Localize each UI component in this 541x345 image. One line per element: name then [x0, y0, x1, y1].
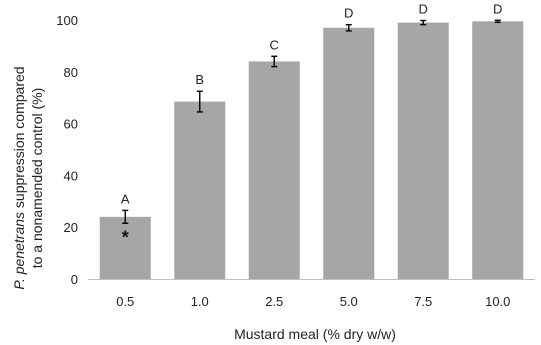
- svg-text:P. penetrans suppression compa: P. penetrans suppression compared: [11, 66, 27, 289]
- x-tick-label: 10.0: [485, 294, 510, 309]
- bars: A B C D D D *: [99, 1, 524, 280]
- error-bar: [345, 23, 352, 32]
- x-tick-label: 0.5: [116, 294, 134, 309]
- x-tick-label: 2.5: [265, 294, 283, 309]
- bar: [248, 61, 300, 279]
- bar: [472, 21, 524, 279]
- bar: [323, 27, 375, 279]
- bar: [174, 101, 226, 280]
- y-tick-label: 60: [64, 117, 78, 132]
- x-tick-label: 7.5: [414, 294, 432, 309]
- significance-letter: B: [195, 72, 204, 87]
- significance-letter: C: [270, 37, 279, 52]
- error-bar: [271, 55, 278, 68]
- significance-letter: D: [419, 2, 428, 17]
- significance-letter: D: [344, 6, 353, 21]
- error-bar: [420, 19, 427, 26]
- y-axis-label-line2: to a nonamended control (%): [29, 88, 45, 269]
- y-axis-label: P. penetrans suppression compared to a n…: [11, 66, 45, 289]
- y-tick-label: 100: [56, 13, 78, 28]
- x-axis-ticks: 0.5 1.0 2.5 5.0 7.5 10.0: [116, 294, 510, 309]
- error-bar: [122, 209, 129, 225]
- y-axis-ticks: 0 20 40 60 80 100: [56, 13, 78, 287]
- bar: [99, 216, 151, 279]
- y-tick-label: 40: [64, 168, 78, 183]
- y-axis-label-rest: suppression compared: [11, 66, 27, 212]
- error-bar: [494, 19, 501, 24]
- significance-letter: D: [493, 1, 502, 16]
- y-tick-label: 20: [64, 220, 78, 235]
- y-tick-label: 0: [71, 272, 78, 287]
- x-axis-label: Mustard meal (% dry w/w): [234, 326, 396, 342]
- x-tick-label: 5.0: [340, 294, 358, 309]
- significance-asterisk: *: [122, 227, 129, 247]
- bar: [397, 22, 449, 280]
- error-bar: [196, 90, 203, 113]
- x-tick-label: 1.0: [191, 294, 209, 309]
- y-axis-label-italic: P. penetrans: [11, 212, 27, 290]
- y-tick-label: 80: [64, 65, 78, 80]
- significance-letter: A: [121, 191, 130, 206]
